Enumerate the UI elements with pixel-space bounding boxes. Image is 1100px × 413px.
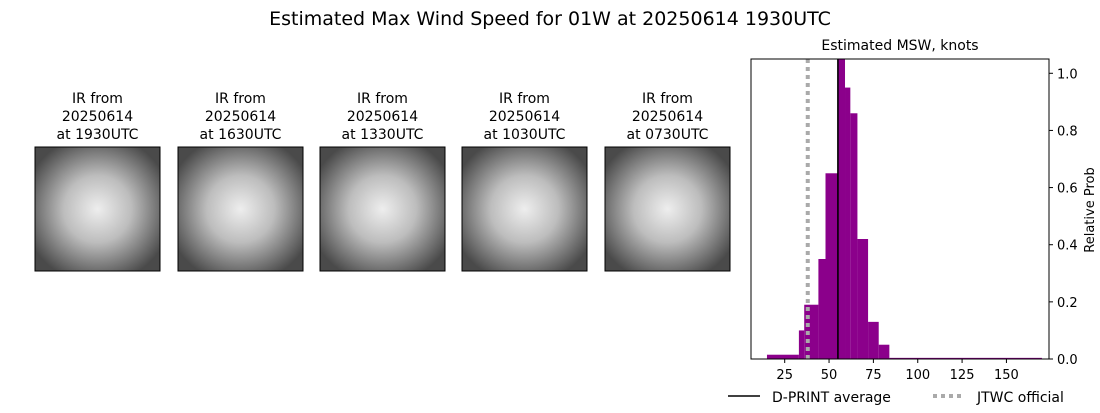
panel-title: 20250614 (205, 109, 276, 125)
panel-title: IR from (215, 91, 266, 107)
bar (837, 59, 846, 359)
y-tick-label: 0.0 (1057, 353, 1078, 368)
panel-title: 20250614 (62, 109, 133, 125)
ir-image (604, 146, 731, 272)
panel-title: IR from (642, 91, 693, 107)
legend-label: D-PRINT average (772, 390, 891, 406)
bar (766, 354, 799, 359)
panel-title: IR from (357, 91, 408, 107)
panel-title: at 1630UTC (200, 127, 282, 143)
y-tick-label: 1.0 (1057, 67, 1078, 82)
y-axis-label: Relative Prob (1083, 167, 1098, 252)
panel-title: 20250614 (347, 109, 418, 125)
panel-title: IR from (499, 91, 550, 107)
bar (825, 173, 838, 359)
bar (850, 113, 858, 360)
x-tick-label: 50 (821, 368, 838, 383)
bar (818, 259, 826, 359)
x-tick-label: 150 (994, 368, 1019, 383)
ir-image (34, 146, 161, 272)
bar (868, 321, 879, 359)
bar (857, 239, 869, 359)
x-tick-label: 75 (865, 368, 882, 383)
panel-title: IR from (72, 91, 123, 107)
y-tick-label: 0.4 (1057, 239, 1078, 254)
bar (845, 87, 851, 360)
bar (878, 344, 890, 359)
figure-title: Estimated Max Wind Speed for 01W at 2025… (269, 8, 831, 30)
axes-title: Estimated MSW, knots (821, 38, 978, 54)
bar (889, 357, 1042, 359)
panel-title: at 1030UTC (484, 127, 566, 143)
ir-image (319, 146, 446, 272)
panel-title: at 0730UTC (627, 127, 709, 143)
panel-title: at 1330UTC (342, 127, 424, 143)
panel-title: 20250614 (489, 109, 560, 125)
ir-image (461, 146, 588, 272)
x-tick-label: 125 (950, 368, 975, 383)
axes-frame (750, 58, 1050, 360)
y-tick-label: 0.6 (1057, 182, 1078, 197)
y-tick-label: 0.8 (1057, 124, 1078, 139)
ir-image (177, 146, 304, 272)
bar (798, 330, 805, 359)
x-tick-label: 25 (776, 368, 793, 383)
panel-title: at 1930UTC (57, 127, 139, 143)
x-tick-label: 100 (905, 368, 930, 383)
legend-label: JTWC official (976, 390, 1064, 406)
panel-title: 20250614 (632, 109, 703, 125)
y-tick-label: 0.2 (1057, 296, 1078, 311)
